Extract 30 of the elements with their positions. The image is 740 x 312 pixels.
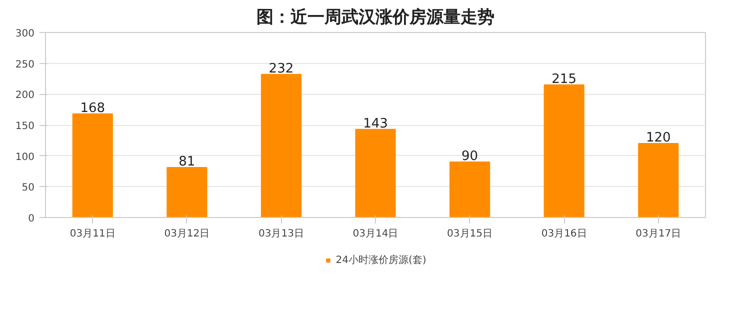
chart-title: 图：近一周武汉涨价房源量走势 — [256, 8, 494, 28]
x-tick-label: 03月11日 — [70, 228, 116, 240]
y-tick-label: 250 — [15, 59, 35, 70]
y-tick-label: 100 — [15, 152, 35, 163]
data-label: 215 — [552, 72, 576, 87]
bar — [166, 167, 208, 218]
y-tick-label: 200 — [15, 90, 35, 102]
bar — [260, 74, 302, 218]
x-tick-label: 03月15日 — [447, 228, 493, 240]
bar — [638, 143, 679, 218]
y-tick-label: 50 — [22, 182, 35, 194]
bar — [355, 128, 396, 218]
bar — [544, 84, 584, 218]
x-tick-label: 03月17日 — [636, 228, 682, 240]
x-tick-label: 03月12日 — [164, 228, 210, 240]
data-label: 168 — [80, 100, 106, 116]
y-tick-label: 150 — [15, 121, 35, 132]
bar — [72, 113, 113, 218]
legend-label: 24小时涨价房源(套) — [336, 254, 426, 267]
x-tick-label: 03月13日 — [258, 228, 304, 240]
bar — [449, 162, 490, 218]
y-tick-label: 0 — [28, 214, 35, 224]
y-tick-label: 300 — [15, 28, 35, 40]
data-label: 232 — [268, 61, 294, 76]
x-tick-label: 03月16日 — [541, 228, 587, 240]
x-tick-label: 03月14日 — [352, 228, 398, 240]
data-label: 143 — [363, 116, 388, 132]
data-label: 90 — [462, 149, 478, 164]
data-label: 120 — [646, 130, 671, 146]
data-label: 81 — [178, 154, 196, 170]
